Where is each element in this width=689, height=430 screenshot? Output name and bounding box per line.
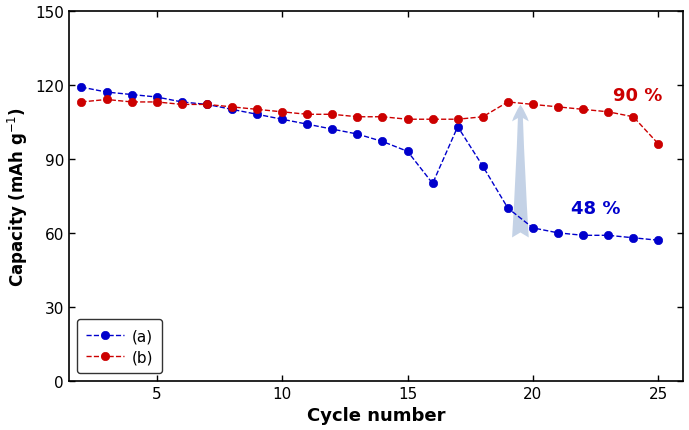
(a) [479, 164, 487, 169]
(a) [203, 103, 211, 108]
(b) [504, 100, 512, 105]
(b) [127, 100, 136, 105]
(a) [103, 90, 111, 95]
(b) [253, 108, 261, 113]
(a) [604, 233, 613, 238]
Line: (b): (b) [77, 96, 663, 149]
Line: (a): (a) [77, 84, 663, 245]
(b) [178, 103, 186, 108]
(a) [353, 132, 362, 137]
(b) [203, 103, 211, 108]
(a) [655, 238, 663, 243]
(b) [629, 115, 637, 120]
(b) [228, 105, 236, 110]
(a) [554, 231, 562, 236]
(a) [629, 236, 637, 241]
(a) [127, 93, 136, 98]
(b) [479, 115, 487, 120]
(a) [429, 181, 437, 187]
(b) [278, 110, 286, 115]
(b) [554, 105, 562, 110]
(a) [152, 95, 161, 100]
(b) [378, 115, 387, 120]
(a) [303, 122, 311, 127]
(b) [353, 115, 362, 120]
(a) [278, 117, 286, 123]
(a) [253, 112, 261, 117]
(b) [529, 103, 537, 108]
(b) [152, 100, 161, 105]
(b) [103, 98, 111, 103]
Text: 90 %: 90 % [613, 86, 663, 104]
(a) [77, 85, 85, 90]
(b) [328, 112, 336, 117]
(b) [655, 142, 663, 147]
(a) [378, 140, 387, 145]
(b) [429, 117, 437, 123]
X-axis label: Cycle number: Cycle number [307, 406, 446, 424]
(a) [328, 127, 336, 132]
(a) [504, 206, 512, 211]
Y-axis label: Capacity (mAh g$^{-1}$): Capacity (mAh g$^{-1}$) [6, 107, 30, 286]
Legend: (a), (b): (a), (b) [76, 319, 162, 374]
(a) [228, 108, 236, 113]
(b) [453, 117, 462, 123]
Text: 48 %: 48 % [570, 200, 620, 218]
(a) [453, 125, 462, 130]
(b) [604, 110, 613, 115]
(b) [579, 108, 587, 113]
(a) [579, 233, 587, 238]
(a) [178, 100, 186, 105]
(b) [77, 100, 85, 105]
(b) [303, 112, 311, 117]
(a) [404, 149, 412, 154]
(b) [404, 117, 412, 123]
(a) [529, 226, 537, 231]
